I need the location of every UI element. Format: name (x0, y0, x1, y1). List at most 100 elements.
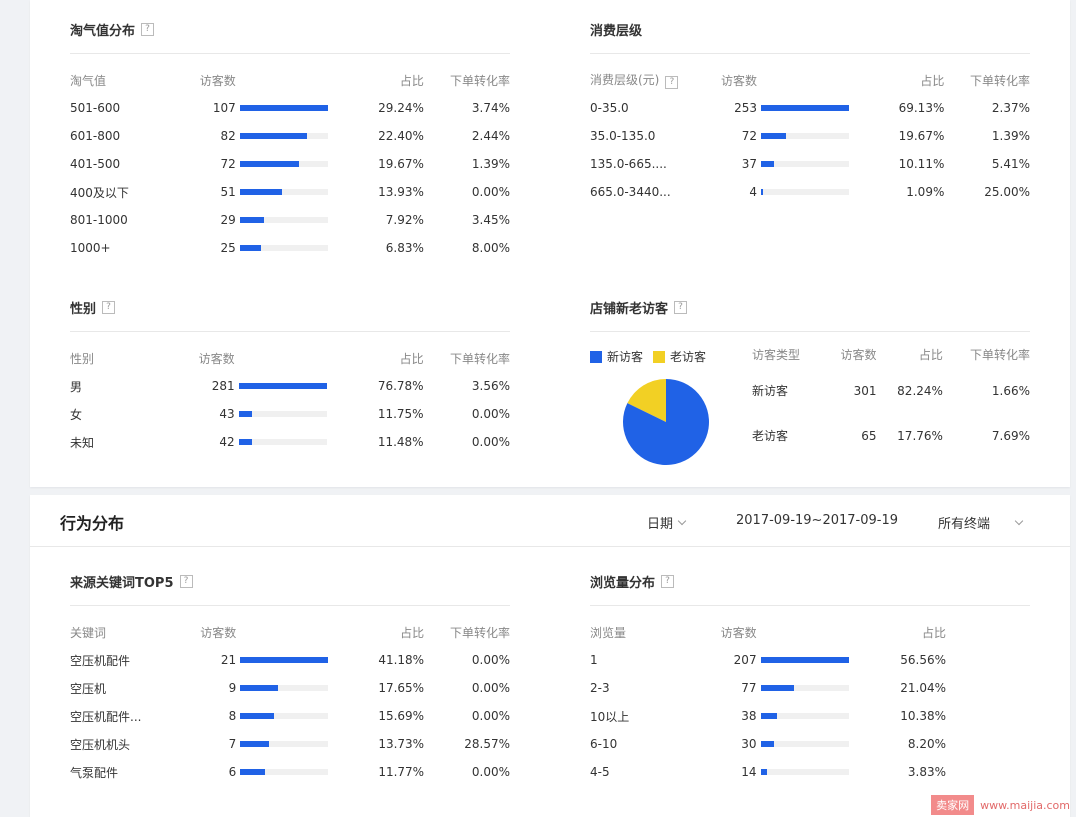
col-header-pct: 占比 (920, 73, 945, 88)
table-row: 未知 42 11.48% 0.00% (70, 428, 510, 456)
row-label: 空压机 (70, 681, 107, 696)
pageviews-title-row: 浏览量分布 ? (590, 558, 1030, 606)
keywords-section: 来源关键词TOP5 ? 关键词 访客数 占比 下单转化率 空压机配件 21 41.18% 0.… (70, 558, 510, 786)
col-header-label: 性别 (70, 344, 199, 372)
row-label: 35.0-135.0 (590, 129, 656, 143)
bar-fill (238, 383, 327, 389)
pie-slice-old (627, 379, 666, 422)
visitor-pct: 82.24% (897, 383, 943, 398)
bar-fill (239, 217, 264, 223)
row-conv: 8.00% (471, 241, 510, 255)
pie-slice-new (623, 379, 709, 465)
row-count: 7 (228, 737, 237, 751)
col-header-label-text: 关键词 (70, 625, 107, 640)
bar-track (240, 657, 329, 663)
row-conv: 2.44% (471, 129, 510, 143)
page-title: 行为分布 (60, 514, 125, 533)
row-bar (761, 94, 860, 122)
col-header-count: 访客数 (721, 73, 758, 88)
bar-track (238, 383, 327, 389)
col-header-conv: 下单转化率 (449, 351, 510, 366)
table-row: 501-600 107 29.24% 3.74% (70, 94, 510, 122)
col-header-type: 访客类型 (752, 347, 801, 362)
terminal-dropdown[interactable]: 所有终端 (938, 513, 1024, 532)
date-dropdown[interactable]: 日期 (647, 513, 687, 532)
col-header-count: 访客数 (198, 351, 235, 366)
table-row: 665.0-3440... 4 1.09% 25.00% (590, 178, 1030, 206)
bar-fill (760, 713, 777, 719)
bar-track (238, 439, 327, 445)
keywords-table: 关键词 访客数 占比 下单转化率 空压机配件 21 41.18% 0.00% 空压机 9 17.65… (70, 618, 510, 786)
row-conv: 0.00% (471, 709, 510, 723)
row-pct: 22.40% (378, 129, 424, 143)
visitor-type: 老访客 (752, 429, 789, 443)
help-icon[interactable]: ? (674, 301, 688, 314)
help-icon[interactable]: ? (141, 23, 155, 36)
bar-fill (240, 741, 270, 747)
bar-track (239, 217, 328, 223)
row-count: 51 (220, 185, 236, 199)
row-bar (240, 730, 339, 758)
row-bar (240, 674, 339, 702)
row-bar (760, 730, 860, 758)
row-conv: 0.00% (471, 435, 510, 449)
table-header-row: 访客类型 访客数 占比 下单转化率 (746, 340, 1030, 368)
gender-section: 性别 ? 性别 访客数 占比 下单转化率男 281 76.78% 3.56% 女 43 11.75… (70, 284, 510, 456)
row-label: 气泵配件 (70, 765, 119, 780)
section-title: 性别 (70, 302, 97, 317)
row-pct: 11.77% (378, 765, 425, 779)
row-count: 72 (220, 157, 236, 171)
row-label: 401-500 (70, 157, 121, 171)
behavior-card: 行为分布 日期 2017-09-19~2017-09-19 所有终端 来源关键词… (30, 495, 1070, 817)
row-pct: 10.38% (900, 709, 947, 723)
help-icon[interactable]: ? (661, 575, 675, 588)
row-bar (239, 94, 339, 122)
bar-fill (239, 161, 299, 167)
row-count: 38 (741, 709, 757, 723)
col-header-pct: 占比 (922, 625, 947, 640)
date-range[interactable]: 2017-09-19~2017-09-19 (736, 513, 898, 528)
row-conv: 0.00% (471, 185, 510, 199)
row-conv: 3.56% (471, 379, 510, 393)
row-count: 107 (212, 101, 236, 115)
row-empty (946, 758, 1030, 786)
watermark-url: www.maijia.com (980, 798, 1070, 812)
col-header-conv: 下单转化率 (969, 347, 1030, 362)
bar-track (239, 105, 328, 111)
row-label: 135.0-665.... (590, 157, 667, 171)
row-label: 801-1000 (70, 213, 128, 227)
bar-track (760, 713, 849, 719)
row-empty (946, 702, 1030, 730)
row-label: 1000+ (70, 241, 111, 255)
bar-fill (760, 769, 767, 775)
table-row: 601-800 82 22.40% 2.44% (70, 122, 510, 150)
row-label: 未知 (70, 435, 95, 450)
bar-fill (761, 105, 850, 111)
bar-track (239, 161, 328, 167)
row-bar (238, 428, 338, 456)
col-header-label: 浏览量 (590, 618, 721, 646)
table-row: 4-5 14 3.83% (590, 758, 1030, 786)
row-count: 29 (220, 213, 236, 227)
bar-fill (761, 133, 787, 139)
taoqi-section: 淘气值分布 ? 淘气值 访客数 占比 下单转化率 501-600 107 29.24% 3.7… (70, 6, 510, 262)
row-pct: 21.04% (900, 681, 947, 695)
row-count: 77 (741, 681, 757, 695)
legend-new-label: 新访客 (607, 350, 644, 364)
help-icon[interactable]: ? (179, 575, 193, 588)
section-title: 淘气值分布 (70, 24, 136, 39)
help-icon[interactable]: ? (102, 301, 116, 314)
bar-fill (760, 685, 794, 691)
chevron-down-icon (677, 516, 687, 525)
bar-track (760, 685, 849, 691)
help-icon[interactable]: ? (665, 76, 679, 89)
bar-track (240, 769, 329, 775)
row-bar (239, 178, 339, 206)
row-count: 21 (220, 653, 237, 667)
col-header-pct: 占比 (400, 625, 425, 640)
bar-fill (761, 189, 764, 195)
row-pct: 76.78% (377, 379, 424, 393)
table-row: 女 43 11.75% 0.00% (70, 400, 510, 428)
row-pct: 6.83% (385, 241, 424, 255)
row-count: 281 (211, 379, 235, 393)
